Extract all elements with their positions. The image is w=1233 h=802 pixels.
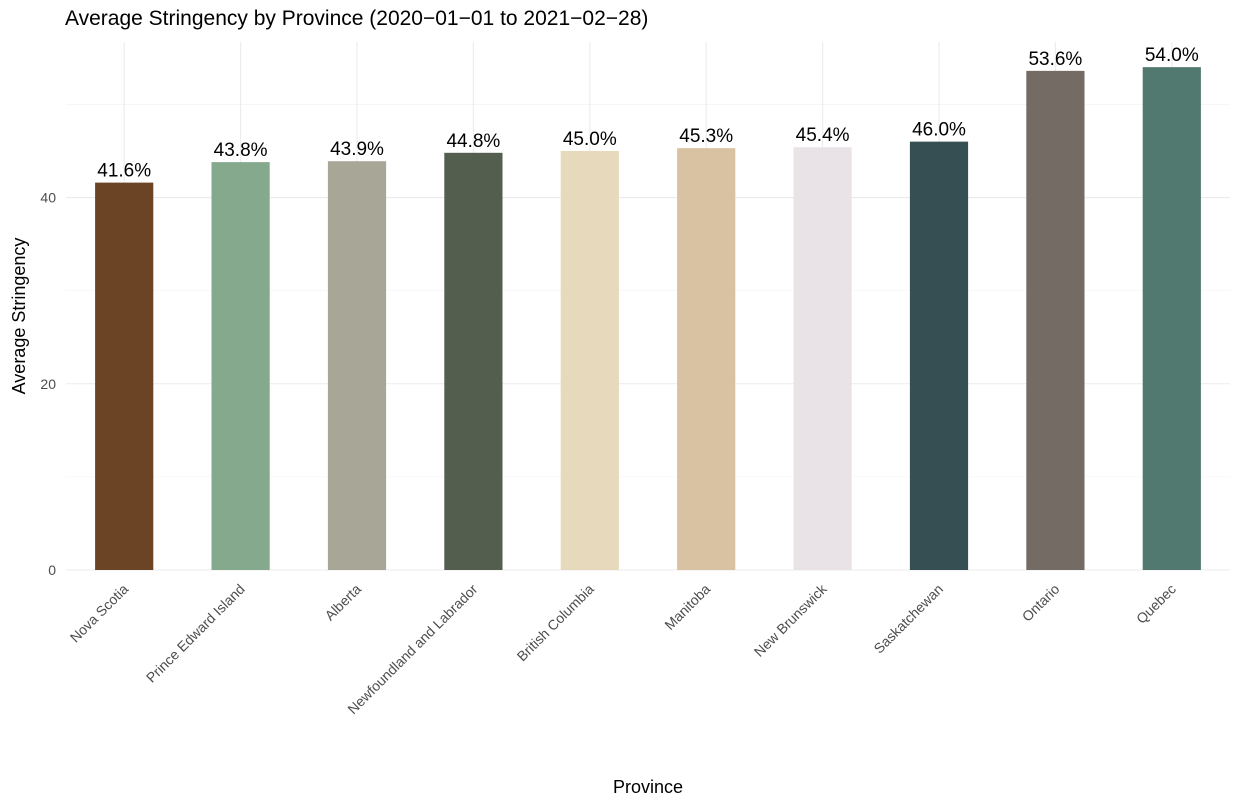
data-label: 53.6% (1028, 49, 1082, 70)
data-label: 46.0% (912, 120, 966, 141)
bar (211, 162, 270, 570)
chart-title: Average Stringency by Province (2020−01−… (65, 7, 648, 30)
y-tick-label: 20 (40, 376, 56, 392)
bar (327, 161, 387, 570)
x-tick-label: Nova Scotia (67, 581, 132, 646)
data-label: 41.6% (97, 161, 151, 182)
x-tick-label: Saskatchewan (870, 581, 946, 657)
bar (95, 182, 154, 570)
x-tick-label: Alberta (321, 581, 364, 624)
data-label: 44.8% (446, 131, 500, 152)
x-tick-label: New Brunswick (751, 580, 831, 660)
data-labels: 41.6% 43.8% 43.9% 44.8% 45.0% 45.3% 45.4% 46.0%… (97, 45, 1199, 181)
data-label: 45.0% (563, 129, 617, 150)
bar (677, 148, 736, 570)
bar (909, 141, 969, 571)
x-tick-label: Ontario (1019, 581, 1063, 625)
x-tick-label: British Columbia (514, 581, 598, 665)
bar (793, 147, 852, 570)
data-label: 43.9% (330, 139, 384, 160)
x-tick-label: Manitoba (661, 581, 713, 633)
x-tick-label: Quebec (1133, 581, 1179, 627)
y-axis-title: Average Stringency (9, 238, 29, 395)
bar (1026, 70, 1085, 570)
data-label: 54.0% (1145, 45, 1199, 66)
x-axis-title: Province (613, 777, 683, 797)
x-axis-ticks: Nova Scotia Prince Edward Island AlbertaNe… (67, 580, 1179, 717)
bar (444, 152, 503, 570)
data-label: 43.8% (214, 140, 268, 161)
bars (95, 67, 1201, 571)
y-tick-label: 0 (48, 562, 56, 578)
y-axis-ticks: 0 20 40 (40, 190, 56, 578)
bar (1142, 67, 1201, 571)
x-tick-label: Prince Edward Island (143, 581, 248, 686)
x-tick-label: Newfoundland and Labrador (344, 581, 480, 717)
data-label: 45.4% (796, 125, 850, 146)
bar (560, 150, 619, 570)
y-tick-label: 40 (40, 190, 56, 206)
data-label: 45.3% (679, 126, 733, 147)
